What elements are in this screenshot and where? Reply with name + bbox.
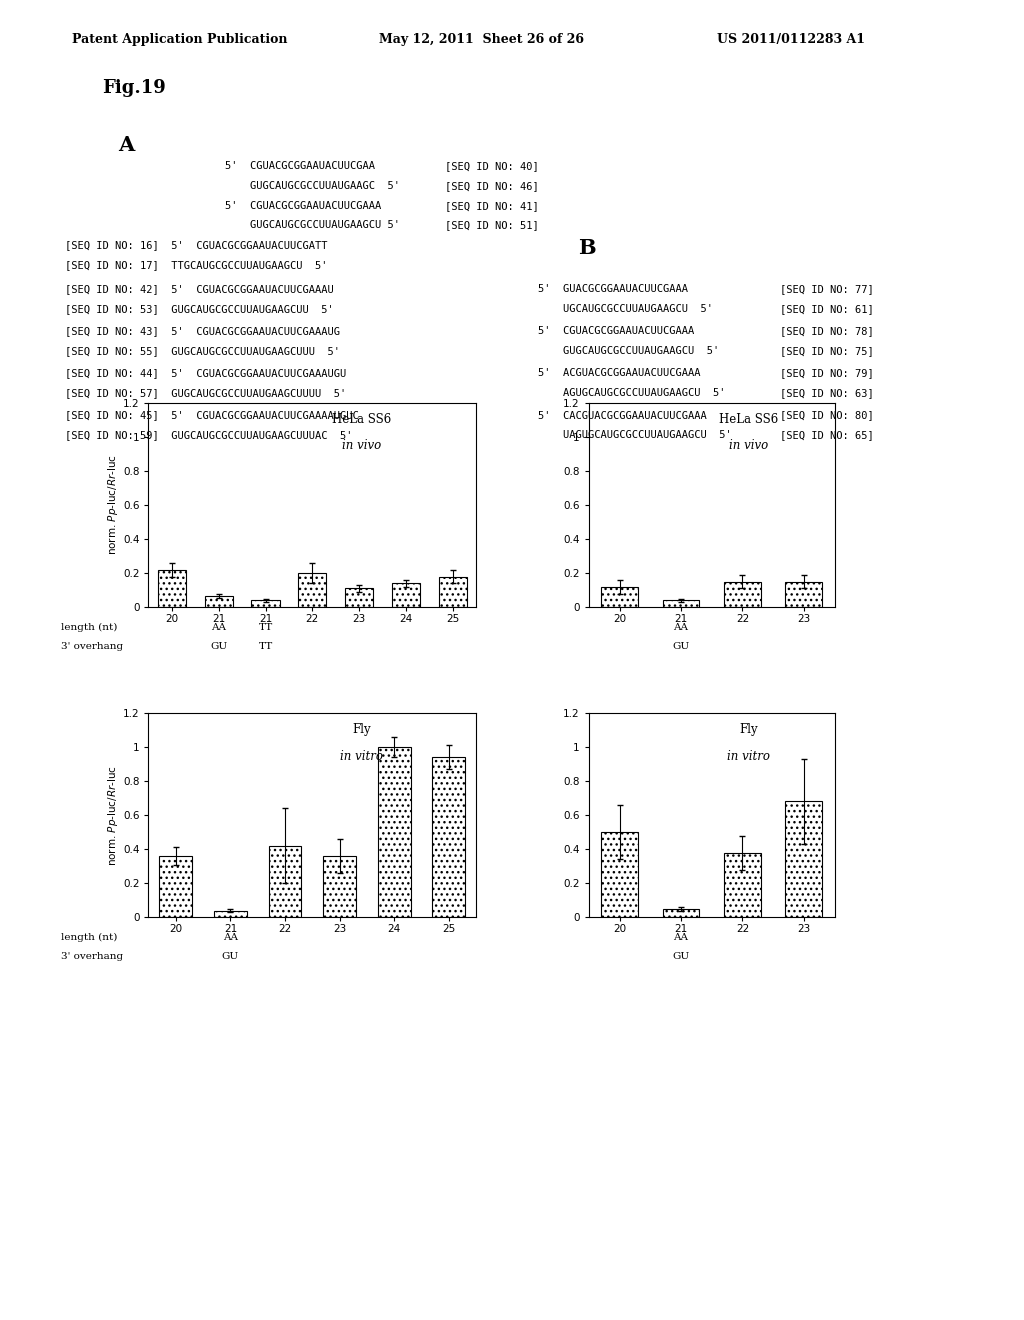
Bar	[392, 583, 420, 607]
Text: Fly: Fly	[352, 723, 371, 737]
Text: A: A	[118, 135, 134, 154]
Text: 5'  CGUACGCGGAAUACUUCGAAA: 5' CGUACGCGGAAUACUUCGAAA	[225, 201, 382, 211]
Text: GU: GU	[673, 952, 689, 961]
Bar	[785, 582, 822, 607]
Text: [SEQ ID NO: 55]  GUGCAUGCGCCUUAUGAAGCUUU  5': [SEQ ID NO: 55] GUGCAUGCGCCUUAUGAAGCUUU …	[65, 346, 340, 356]
Text: in vitro: in vitro	[340, 750, 383, 763]
Text: [SEQ ID NO: 59]  GUGCAUGCGCCUUAUGAAGCUUUAC  5': [SEQ ID NO: 59] GUGCAUGCGCCUUAUGAAGCUUUA…	[65, 430, 352, 441]
Text: [SEQ ID NO: 45]  5'  CGUACGCGGAAUACUUCGAAAAUGUC: [SEQ ID NO: 45] 5' CGUACGCGGAAUACUUCGAAA…	[65, 411, 358, 421]
Text: [SEQ ID NO: 44]  5'  CGUACGCGGAAUACUUCGAAAUGU: [SEQ ID NO: 44] 5' CGUACGCGGAAUACUUCGAAA…	[65, 368, 346, 379]
Text: UGCAUGCGCCUUAUGAAGCU  5': UGCAUGCGCCUUAUGAAGCU 5'	[538, 304, 713, 314]
Text: AA: AA	[223, 933, 238, 942]
Text: HeLa SS6: HeLa SS6	[719, 413, 778, 426]
Text: 5'  CACGUACGCGGAAUACUUCGAAA: 5' CACGUACGCGGAAUACUUCGAAA	[538, 411, 707, 421]
Text: [SEQ ID NO: 16]  5'  CGUACGCGGAAUACUUCGATT: [SEQ ID NO: 16] 5' CGUACGCGGAAUACUUCGATT	[65, 240, 327, 251]
Text: US 2011/0112283 A1: US 2011/0112283 A1	[717, 33, 865, 46]
Text: [SEQ ID NO: 41]: [SEQ ID NO: 41]	[445, 201, 540, 211]
Text: [SEQ ID NO: 77]: [SEQ ID NO: 77]	[780, 284, 874, 294]
Text: TT: TT	[258, 623, 272, 632]
Text: [SEQ ID NO: 53]  GUGCAUGCGCCUUAUGAAGCUU  5': [SEQ ID NO: 53] GUGCAUGCGCCUUAUGAAGCUU 5…	[65, 304, 333, 314]
Text: 5'  CGUACGCGGAAUACUUCGAAA: 5' CGUACGCGGAAUACUUCGAAA	[538, 326, 694, 337]
Text: B: B	[579, 238, 596, 257]
Text: [SEQ ID NO: 79]: [SEQ ID NO: 79]	[780, 368, 874, 379]
Text: [SEQ ID NO: 40]: [SEQ ID NO: 40]	[445, 161, 540, 172]
Text: length (nt): length (nt)	[61, 933, 118, 942]
Text: GUGCAUGCGCCUUAUGAAGCU  5': GUGCAUGCGCCUUAUGAAGCU 5'	[538, 346, 719, 356]
Text: [SEQ ID NO: 42]  5'  CGUACGCGGAAUACUUCGAAAU: [SEQ ID NO: 42] 5' CGUACGCGGAAUACUUCGAAA…	[65, 284, 333, 294]
Bar	[324, 857, 356, 917]
Bar	[724, 582, 761, 607]
Bar	[252, 601, 280, 607]
Text: 3' overhang: 3' overhang	[61, 952, 124, 961]
Text: Fig.19: Fig.19	[102, 79, 166, 98]
Text: AA: AA	[674, 933, 688, 942]
Bar	[432, 758, 465, 917]
Bar	[268, 846, 301, 917]
Text: GU: GU	[210, 642, 227, 651]
Text: GUGCAUGCGCCUUAUGAAGCU 5': GUGCAUGCGCCUUAUGAAGCU 5'	[225, 220, 400, 231]
Text: [SEQ ID NO: 57]  GUGCAUGCGCCUUAUGAAGCUUUU  5': [SEQ ID NO: 57] GUGCAUGCGCCUUAUGAAGCUUUU…	[65, 388, 346, 399]
Text: [SEQ ID NO: 63]: [SEQ ID NO: 63]	[780, 388, 874, 399]
Text: 5'  ACGUACGCGGAAUACUUCGAAA: 5' ACGUACGCGGAAUACUUCGAAA	[538, 368, 700, 379]
Text: GU: GU	[673, 642, 689, 651]
Text: [SEQ ID NO: 17]  TTGCAUGCGCCUUAUGAAGCU  5': [SEQ ID NO: 17] TTGCAUGCGCCUUAUGAAGCU 5'	[65, 260, 327, 271]
Bar	[663, 601, 699, 607]
Bar	[601, 832, 638, 917]
Bar	[378, 747, 411, 917]
Text: May 12, 2011  Sheet 26 of 26: May 12, 2011 Sheet 26 of 26	[379, 33, 584, 46]
Text: GUGCAUGCGCCUUAUGAAGC  5': GUGCAUGCGCCUUAUGAAGC 5'	[225, 181, 400, 191]
Text: Patent Application Publication: Patent Application Publication	[72, 33, 287, 46]
Text: [SEQ ID NO: 43]  5'  CGUACGCGGAAUACUUCGAAAUG: [SEQ ID NO: 43] 5' CGUACGCGGAAUACUUCGAAA…	[65, 326, 340, 337]
Bar	[438, 577, 467, 607]
Bar	[214, 911, 247, 917]
Bar	[724, 853, 761, 917]
Bar	[298, 573, 327, 607]
Y-axis label: norm. $Pp$-luc/$Rr$-luc: norm. $Pp$-luc/$Rr$-luc	[106, 454, 120, 556]
Text: [SEQ ID NO: 65]: [SEQ ID NO: 65]	[780, 430, 874, 441]
Bar	[601, 586, 638, 607]
Text: 5'  CGUACGCGGAAUACUUCGAA: 5' CGUACGCGGAAUACUUCGAA	[225, 161, 375, 172]
Text: HeLa SS6: HeLa SS6	[332, 413, 391, 426]
Text: Fly: Fly	[739, 723, 758, 737]
Text: [SEQ ID NO: 78]: [SEQ ID NO: 78]	[780, 326, 874, 337]
Bar	[345, 589, 373, 607]
Text: AA: AA	[211, 623, 226, 632]
Bar	[785, 801, 822, 917]
Text: [SEQ ID NO: 46]: [SEQ ID NO: 46]	[445, 181, 540, 191]
Text: GU: GU	[222, 952, 239, 961]
Text: 5'  GUACGCGGAAUACUUCGAAA: 5' GUACGCGGAAUACUUCGAAA	[538, 284, 687, 294]
Text: length (nt): length (nt)	[61, 623, 118, 632]
Text: UAGUGCAUGCGCCUUAUGAAGCU  5': UAGUGCAUGCGCCUUAUGAAGCU 5'	[538, 430, 731, 441]
Text: AGUGCAUGCGCCUUAUGAAGCU  5': AGUGCAUGCGCCUUAUGAAGCU 5'	[538, 388, 725, 399]
Text: [SEQ ID NO: 75]: [SEQ ID NO: 75]	[780, 346, 874, 356]
Bar	[160, 857, 193, 917]
Text: [SEQ ID NO: 80]: [SEQ ID NO: 80]	[780, 411, 874, 421]
Text: AA: AA	[674, 623, 688, 632]
Y-axis label: norm. $Pp$-luc/$Rr$-luc: norm. $Pp$-luc/$Rr$-luc	[106, 764, 120, 866]
Text: 3' overhang: 3' overhang	[61, 642, 124, 651]
Text: in vivo: in vivo	[342, 440, 381, 453]
Bar	[205, 597, 232, 607]
Text: [SEQ ID NO: 61]: [SEQ ID NO: 61]	[780, 304, 874, 314]
Text: TT: TT	[258, 642, 272, 651]
Text: in vitro: in vitro	[727, 750, 770, 763]
Bar	[663, 909, 699, 917]
Text: [SEQ ID NO: 51]: [SEQ ID NO: 51]	[445, 220, 540, 231]
Bar	[158, 570, 186, 607]
Text: in vivo: in vivo	[729, 440, 768, 453]
